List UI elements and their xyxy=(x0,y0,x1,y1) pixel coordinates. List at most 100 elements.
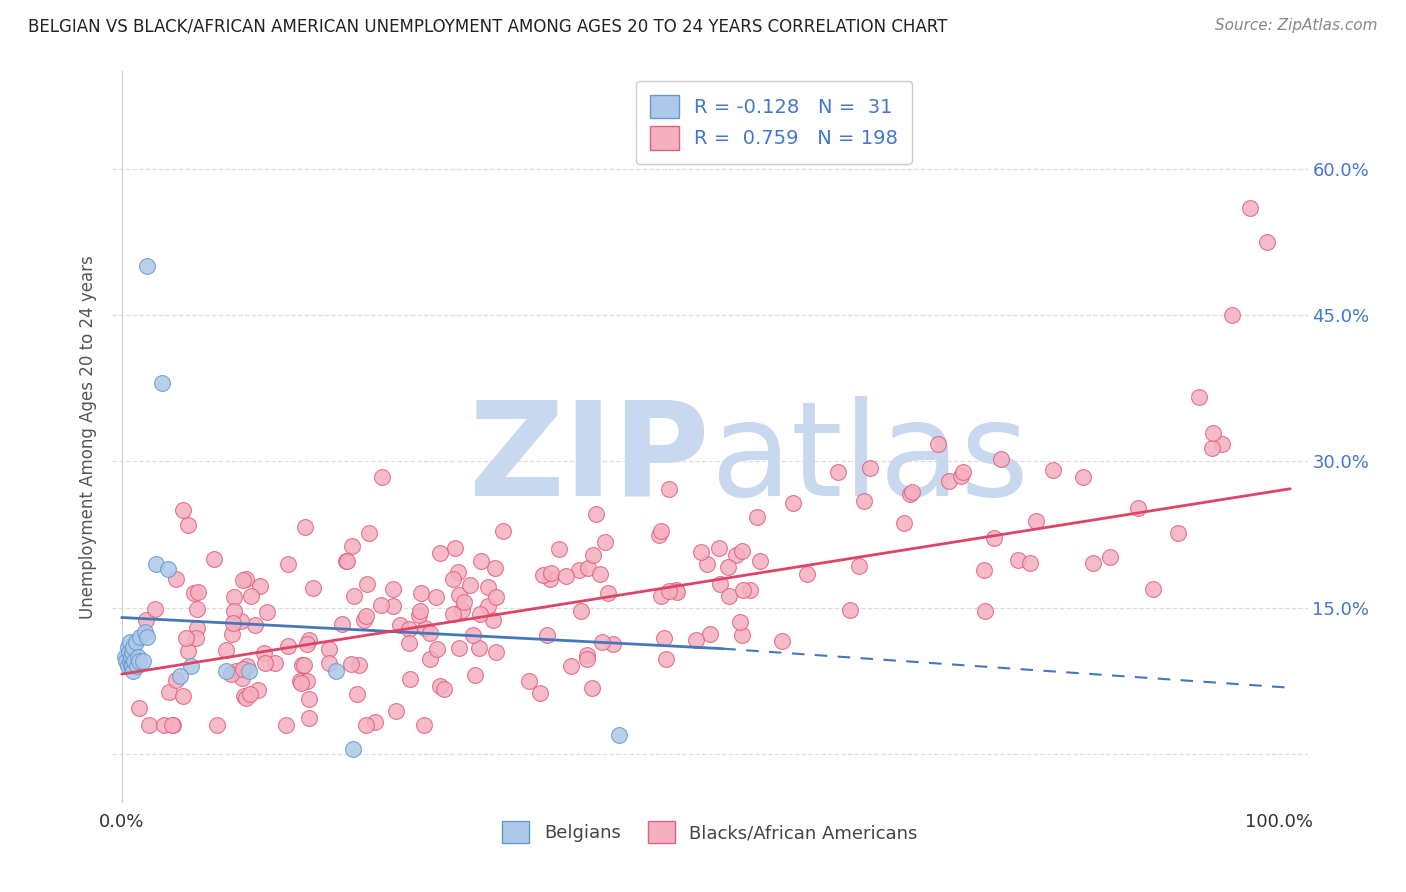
Point xyxy=(536,628,558,642)
Point xyxy=(1042,463,1064,477)
Point xyxy=(585,507,607,521)
Point xyxy=(607,727,630,741)
Point xyxy=(927,437,949,451)
Point xyxy=(441,607,464,621)
Point xyxy=(187,585,209,599)
Point xyxy=(184,632,207,646)
Point xyxy=(236,659,259,673)
Point xyxy=(848,559,870,574)
Point xyxy=(298,711,321,725)
Point xyxy=(441,572,464,586)
Point xyxy=(589,566,612,581)
Point xyxy=(413,718,436,732)
Point xyxy=(1098,550,1121,565)
Point xyxy=(1018,556,1040,570)
Point xyxy=(233,689,256,703)
Point xyxy=(288,673,311,688)
Point xyxy=(461,628,484,642)
Point xyxy=(652,632,675,646)
Point xyxy=(409,586,432,600)
Point xyxy=(425,641,447,656)
Point xyxy=(359,525,381,540)
Point xyxy=(859,460,882,475)
Point xyxy=(650,524,672,538)
Point xyxy=(796,566,818,581)
Point xyxy=(235,572,257,586)
Point xyxy=(277,639,299,653)
Point xyxy=(560,659,582,673)
Point xyxy=(290,676,312,690)
Point xyxy=(1201,441,1223,455)
Point xyxy=(581,681,603,696)
Point xyxy=(1142,582,1164,596)
Point xyxy=(172,503,194,517)
Point xyxy=(658,584,681,599)
Point xyxy=(718,590,741,604)
Point xyxy=(347,657,370,672)
Point xyxy=(291,658,314,673)
Point xyxy=(596,586,619,600)
Point xyxy=(658,482,681,496)
Point xyxy=(177,644,200,658)
Point xyxy=(738,582,761,597)
Point xyxy=(467,640,489,655)
Point xyxy=(346,687,368,701)
Point xyxy=(145,557,167,571)
Point xyxy=(318,642,340,657)
Point xyxy=(453,595,475,609)
Point xyxy=(827,465,849,479)
Point xyxy=(153,718,176,732)
Point xyxy=(354,608,377,623)
Point xyxy=(157,685,180,699)
Point xyxy=(425,590,447,604)
Point xyxy=(576,561,599,575)
Point xyxy=(249,579,271,593)
Point xyxy=(215,664,238,678)
Point xyxy=(174,631,197,645)
Point xyxy=(709,576,731,591)
Point xyxy=(733,583,755,598)
Point xyxy=(232,662,254,676)
Point xyxy=(419,652,441,666)
Point xyxy=(298,692,321,706)
Point xyxy=(477,580,499,594)
Point xyxy=(485,645,508,659)
Point xyxy=(124,654,146,668)
Point xyxy=(114,649,136,664)
Point xyxy=(389,618,412,632)
Point xyxy=(717,559,740,574)
Point xyxy=(1188,390,1211,404)
Point xyxy=(160,718,183,732)
Point xyxy=(115,654,138,668)
Point xyxy=(150,376,173,391)
Point xyxy=(429,679,451,693)
Point xyxy=(901,485,924,500)
Point xyxy=(371,470,394,484)
Point xyxy=(274,718,297,732)
Point xyxy=(484,561,506,575)
Point xyxy=(356,576,378,591)
Point xyxy=(655,652,678,666)
Point xyxy=(120,659,142,673)
Point xyxy=(728,615,751,630)
Point xyxy=(336,554,359,568)
Point xyxy=(839,603,862,617)
Point xyxy=(353,613,375,627)
Point xyxy=(547,541,569,556)
Point xyxy=(470,607,492,621)
Point xyxy=(145,602,167,616)
Point xyxy=(568,563,591,577)
Point xyxy=(665,583,688,598)
Point xyxy=(138,717,160,731)
Point xyxy=(381,599,404,614)
Point xyxy=(134,625,156,640)
Point xyxy=(156,562,179,576)
Point xyxy=(294,520,316,534)
Point xyxy=(538,572,561,586)
Point xyxy=(1167,525,1189,540)
Point xyxy=(121,659,143,673)
Point xyxy=(186,621,208,635)
Point xyxy=(555,569,578,583)
Point xyxy=(335,554,357,568)
Point xyxy=(238,664,260,678)
